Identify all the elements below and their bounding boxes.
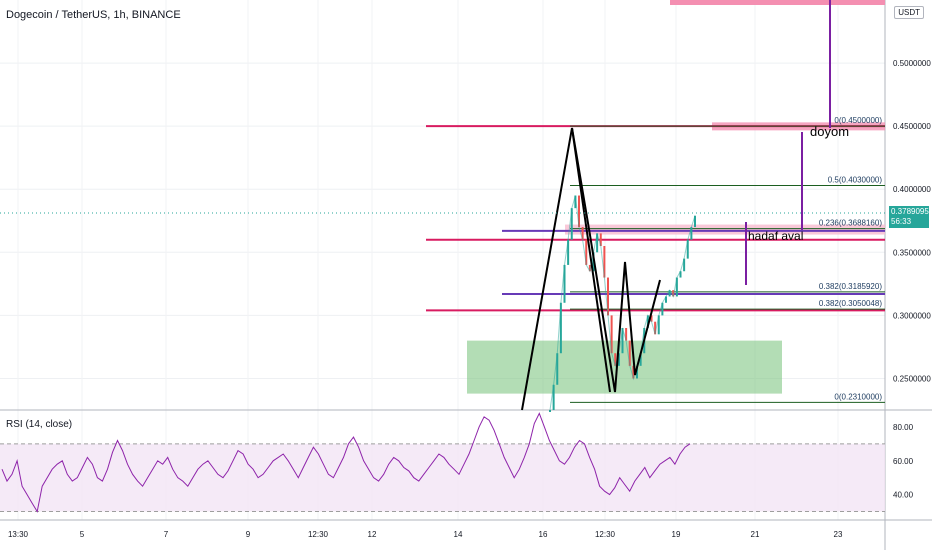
price-candle [636,365,638,379]
rsi-tick-label: 80.00 [893,423,914,432]
rsi-tick-label: 40.00 [893,491,914,500]
price-candle [559,302,562,354]
x-tick-label: 14 [454,530,463,539]
rsi-series-line [1,412,691,513]
price-candle [570,208,573,240]
x-tick-label: 19 [672,530,681,539]
x-tick-label: 13:30 [8,530,29,539]
annotation-hadaf-aval: hadaf aval [748,229,803,243]
currency-badge[interactable]: USDT [894,6,924,19]
price-candle [574,195,577,209]
current-price-value: 0.3789095 [891,207,929,216]
price-candle [654,321,657,335]
price-tick-label: 0.4500000 [893,122,931,131]
price-candle [578,195,580,228]
x-tick-label: 23 [834,530,843,539]
price-candle [607,277,609,316]
price-candle [639,353,642,366]
resistance-zone [670,0,885,5]
harmonic-pattern-line [571,127,611,393]
price-candle [588,264,591,272]
price-candle [563,264,566,303]
price-candle [628,340,631,366]
price-candle [661,302,664,316]
price-candle [614,353,617,366]
fib-label: 0.5(0.4030000) [828,175,883,184]
fib-label: 0(0.2310000) [834,392,882,401]
price-candle [672,290,675,297]
price-tick-label: 0.5000000 [893,59,931,68]
price-candle [581,227,584,240]
price-candle [617,353,620,366]
price-candle [694,215,696,228]
fib-label: 0.382(0.3050048) [819,299,883,308]
x-tick-label: 12:30 [595,530,616,539]
price-candle [567,239,570,265]
price-series-line [549,195,696,411]
price-candle [599,233,602,246]
price-candle [596,233,599,253]
price-candle [549,410,551,412]
price-candle [552,384,555,410]
resistance-zone [565,224,885,235]
price-candle [683,258,686,272]
price-tick-label: 0.3500000 [893,248,931,257]
fib-label: 0.236(0.3688160) [819,219,883,228]
price-candle [632,365,635,379]
price-candle [625,328,628,341]
price-candle [556,353,559,385]
price-candle [650,315,653,322]
x-tick-label: 21 [751,530,760,539]
rsi-band-fill [0,443,885,512]
price-candle [668,290,671,297]
price-tick-label: 0.2500000 [893,374,931,383]
rsi-tick-label: 60.00 [893,457,914,466]
x-tick-label: 5 [80,530,85,539]
price-candle [665,296,667,303]
symbol-title: Dogecoin / TetherUS, 1h, BINANCE [6,9,181,21]
price-candle [690,227,693,240]
price-tick-label: 0.3000000 [893,311,931,320]
price-candle [657,315,660,335]
price-candle [610,315,613,354]
price-candle [603,246,606,278]
x-tick-label: 12:30 [308,530,329,539]
rsi-title: RSI (14, close) [6,419,73,430]
price-candle [679,271,682,278]
annotation-doyom: doyom [810,124,849,139]
price-candle [585,239,588,265]
x-tick-label: 12 [368,530,377,539]
price-candle [621,328,624,354]
x-tick-label: 9 [246,530,251,539]
price-candle [675,277,678,297]
price-tick-label: 0.4000000 [893,185,931,194]
current-price-countdown: 56:33 [891,217,912,226]
current-price-tag: 0.3789095 56:33 [889,206,929,228]
fib-label: 0.382(0.3185920) [819,282,883,291]
fib-label: 0(0.4500000) [834,116,882,125]
x-tick-label: 7 [164,530,169,539]
demand-zone [467,340,782,394]
price-candle [646,315,649,328]
price-candle [686,239,689,259]
x-tick-label: 16 [539,530,548,539]
